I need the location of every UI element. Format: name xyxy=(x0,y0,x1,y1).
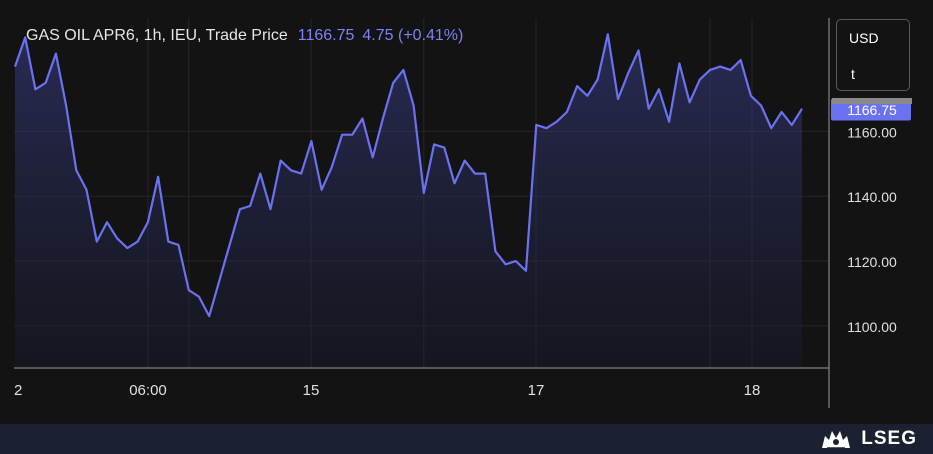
y-tick-label: 1100.00 xyxy=(847,319,897,335)
unit-divider xyxy=(832,98,912,104)
axes xyxy=(14,18,830,408)
brand-logo: LSEG xyxy=(819,428,917,450)
x-tick-label: 2 xyxy=(14,382,22,399)
x-tick-label: 18 xyxy=(744,382,761,399)
x-tick-label: 17 xyxy=(528,382,545,399)
unit-selector[interactable]: USD t xyxy=(836,19,910,91)
brand-name: LSEG xyxy=(861,428,917,449)
y-tick-label: 1160.00 xyxy=(847,124,897,140)
last-price-tag xyxy=(831,98,911,121)
x-tick-label: 15 xyxy=(303,382,320,399)
y-tick-label: 1120.00 xyxy=(847,254,897,270)
y-tick-label: 1140.00 xyxy=(847,189,897,205)
quantity-unit: t xyxy=(851,66,855,82)
last-price: 1166.75 xyxy=(297,27,355,44)
currency-unit: USD xyxy=(849,30,879,46)
price-change: 4.75 (+0.41%) xyxy=(362,27,464,44)
footer-bar: LSEG xyxy=(0,424,933,454)
last-price-tag-group: 1166.75 xyxy=(831,98,911,121)
series-area xyxy=(13,33,803,368)
last-price-tag-label: 1166.75 xyxy=(847,102,897,118)
series-area-fill xyxy=(15,34,802,368)
chart-legend: GAS OIL APR6, 1h, IEU, Trade Price 1166.7… xyxy=(26,27,463,45)
y-axis-ticks: 1100.00 1120.00 1140.00 1160.00 xyxy=(847,124,897,334)
x-tick-label: 06:00 xyxy=(129,382,167,399)
x-axis-ticks: 2 06:00 15 17 18 xyxy=(14,382,760,399)
lseg-crest-icon xyxy=(822,431,851,449)
instrument-title: GAS OIL APR6, 1h, IEU, Trade Price xyxy=(26,27,288,44)
series-line xyxy=(13,33,803,318)
